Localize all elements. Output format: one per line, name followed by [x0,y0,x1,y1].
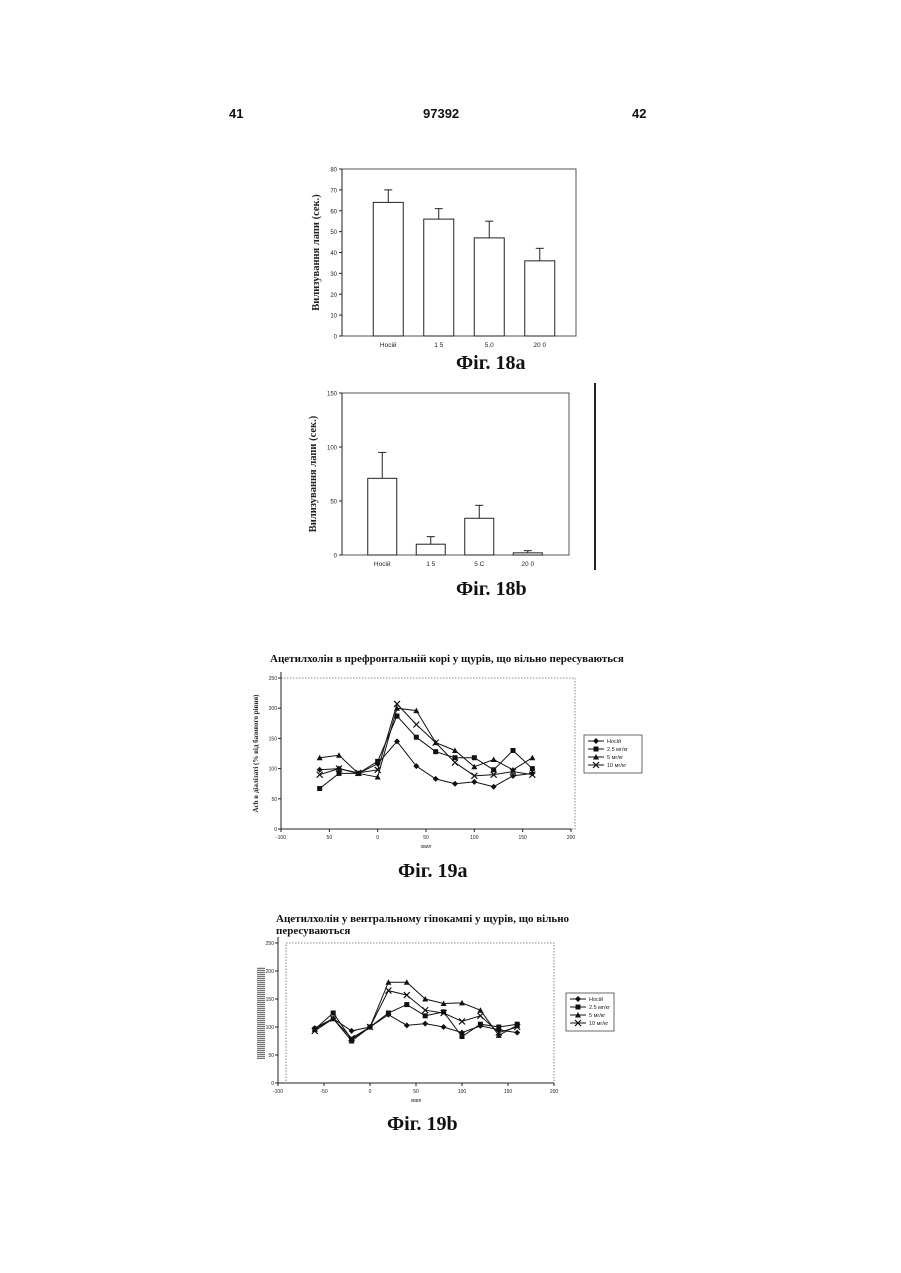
series-line [315,991,517,1039]
x-tick-label: 0 [369,1089,372,1095]
y-tick-label: 50 [268,1053,274,1059]
x-tick-label: 50 [413,1089,419,1095]
x-axis-title: хвил [411,1098,422,1104]
data-point [514,1030,520,1036]
data-point [477,1007,483,1013]
series-line [315,982,517,1041]
data-point [404,1002,409,1007]
y-tick-label: 150 [266,997,275,1003]
legend-label: 2.5 мг/кг [589,1005,610,1011]
legend-label: Носій [589,996,603,1003]
data-point [331,1011,336,1016]
data-point [460,1034,465,1039]
y-tick-label: 200 [266,969,275,975]
x-tick-label: -100 [273,1089,283,1095]
legend-label: 5 мг/кг [589,1013,605,1019]
y-tick-label: 0 [271,1081,274,1087]
data-point [386,1011,391,1016]
figure-19b-caption: Фіг. 19b [387,1113,458,1136]
data-point [404,1022,410,1028]
y-tick-label: 100 [266,1025,275,1031]
legend-label: 10 мг/кг [589,1021,608,1027]
x-tick-label: 100 [458,1089,467,1095]
y-tick-label: 250 [266,941,275,947]
data-point [576,1005,581,1010]
x-tick-label: 200 [550,1089,559,1095]
data-point [422,1021,428,1027]
data-point [423,1013,428,1018]
data-point [349,1028,355,1034]
data-point [441,1024,447,1030]
x-tick-label: 150 [504,1089,513,1095]
data-point [496,1025,501,1030]
data-point [478,1022,483,1027]
x-tick-label: -50 [320,1089,327,1095]
